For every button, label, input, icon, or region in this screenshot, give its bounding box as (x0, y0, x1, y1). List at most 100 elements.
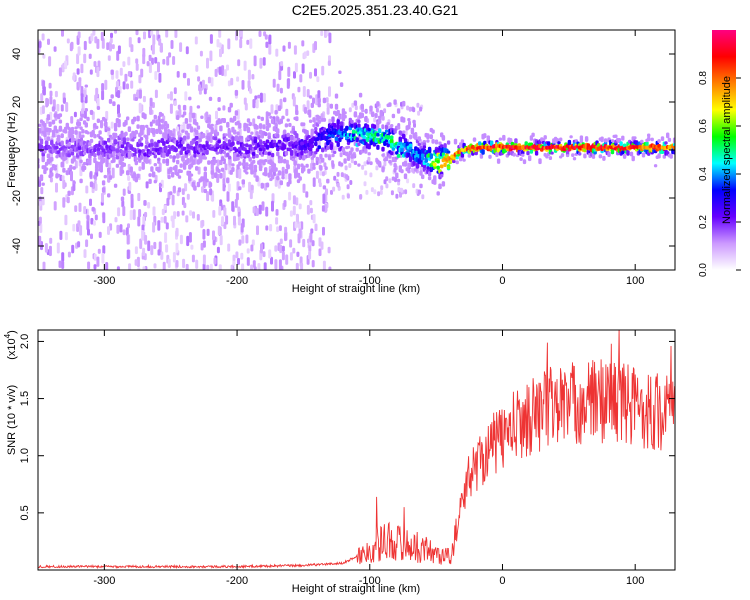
spectrogram-cell (519, 157, 523, 161)
spectrogram-cell (183, 202, 187, 209)
svg-text:(x104): (x104) (3, 330, 18, 360)
spectrogram-cell (136, 256, 140, 268)
spectrogram-cell (157, 166, 161, 173)
spectrogram-cell (324, 153, 328, 158)
x-tick-label: -200 (226, 575, 248, 587)
spectrogram-cell (45, 97, 49, 108)
spectrogram-cell (85, 239, 89, 248)
spectrogram-cell (79, 126, 83, 130)
spectrogram-cell (429, 134, 433, 140)
spectrogram-cell (138, 166, 142, 172)
spectrogram-cell (197, 76, 201, 82)
spectrogram-cell (252, 260, 256, 268)
spectrogram-cell (217, 139, 221, 144)
spectrogram-cell (191, 181, 195, 187)
figure-title: C2E5.2025.351.23.40.G21 (292, 2, 459, 18)
spectrogram-cell (412, 107, 416, 113)
spectrogram-cell (383, 141, 387, 147)
spectrogram-cell (369, 161, 373, 166)
spectrogram-cell (384, 129, 389, 133)
spectrogram-cell (294, 221, 298, 229)
spectrogram-cell (364, 170, 368, 176)
spectrogram-cell (329, 144, 333, 148)
spectrogram-cell (236, 140, 240, 145)
spectrogram-cell (329, 103, 333, 109)
spectrogram-cell (41, 196, 45, 206)
spectrogram-cell (60, 104, 64, 112)
spectrogram-cell (90, 233, 93, 240)
spectrogram-cell (80, 63, 84, 74)
spectrogram-cell (57, 173, 61, 177)
spectrogram-cell (96, 150, 101, 156)
spectrogram-cell (210, 126, 214, 132)
spectrogram-cell (127, 56, 131, 66)
spectrogram-cell (276, 83, 280, 92)
spectrogram-cell (610, 148, 615, 155)
spectrogram-cell (258, 30, 262, 38)
spectrogram-cell (295, 133, 299, 139)
spectrogram-cell (314, 126, 318, 131)
spectrogram-cell (126, 170, 130, 176)
spectrogram-cell (309, 232, 313, 243)
spectrogram-cell (402, 100, 406, 107)
spectrogram-cell (168, 52, 172, 58)
spectrogram-cell (182, 72, 187, 79)
spectrogram-cell (295, 110, 299, 116)
spectrogram-cell (129, 166, 133, 173)
spectrogram-cell (250, 264, 254, 270)
spectrogram-cell (48, 82, 52, 89)
spectrogram-cell (89, 69, 93, 75)
spectrogram-cell (119, 224, 123, 233)
spectrogram-cell (285, 108, 289, 116)
spectrogram-cell (48, 121, 52, 127)
y-tick-label: 0 (11, 147, 23, 153)
spectrogram-cell (270, 118, 275, 125)
spectrogram-cell (186, 149, 190, 154)
spectrogram-cell (259, 92, 263, 103)
spectrogram-cell (284, 150, 289, 156)
spectrogram-cell (340, 172, 344, 178)
spectrogram-cell (284, 168, 289, 174)
spectrogram-cell (164, 232, 168, 244)
spectrogram-cell (221, 216, 225, 225)
spectrogram-cell (60, 133, 64, 139)
spectrogram-cell (76, 53, 80, 65)
spectrogram-cell (195, 65, 199, 72)
spectrogram-cell (302, 86, 306, 97)
spectrogram-cell (431, 129, 435, 134)
spectrogram-cell (236, 154, 240, 158)
spectrogram-cell (106, 42, 110, 51)
spectrogram-cell (55, 182, 58, 193)
spectrogram-cell (285, 254, 289, 265)
spectrogram-cell (215, 131, 220, 136)
spectrogram-cell (78, 77, 82, 83)
spectrogram-cell (103, 140, 108, 145)
spectrogram-cell (179, 137, 183, 141)
spectrogram-cell (179, 169, 183, 174)
spectrogram-cell (58, 119, 63, 124)
spectrogram-cell (629, 151, 634, 157)
snr-y-ticks: 0.5 1.0 1.5 2.0 (19, 334, 675, 521)
spectrogram-cell (226, 191, 230, 202)
spectrogram-cell (257, 136, 261, 140)
spectrogram-cell (206, 228, 210, 236)
spectrogram-cell (179, 150, 183, 156)
spectrogram-cell (321, 205, 325, 212)
spectrogram-cell (139, 238, 143, 249)
spectrogram-cell (209, 188, 213, 196)
spectrogram-cell (139, 136, 144, 141)
spectrogram-cell (189, 173, 194, 177)
spectrogram-cell (255, 175, 259, 179)
spectrogram-cell (294, 62, 298, 73)
spectrogram-cell (170, 171, 175, 178)
spectrogram-cell (74, 130, 78, 135)
snr-y-multiplier-base: (x10 (6, 338, 18, 359)
spectrogram-cell (391, 176, 396, 181)
spectrogram-cell (352, 153, 356, 159)
spectrogram-cell (77, 241, 81, 248)
spectrogram-cell (135, 91, 139, 98)
spectrogram-cell (308, 147, 313, 152)
spectrogram-cell (325, 97, 329, 103)
spectrogram-cell (158, 72, 162, 83)
spectrogram-cell (317, 102, 321, 108)
